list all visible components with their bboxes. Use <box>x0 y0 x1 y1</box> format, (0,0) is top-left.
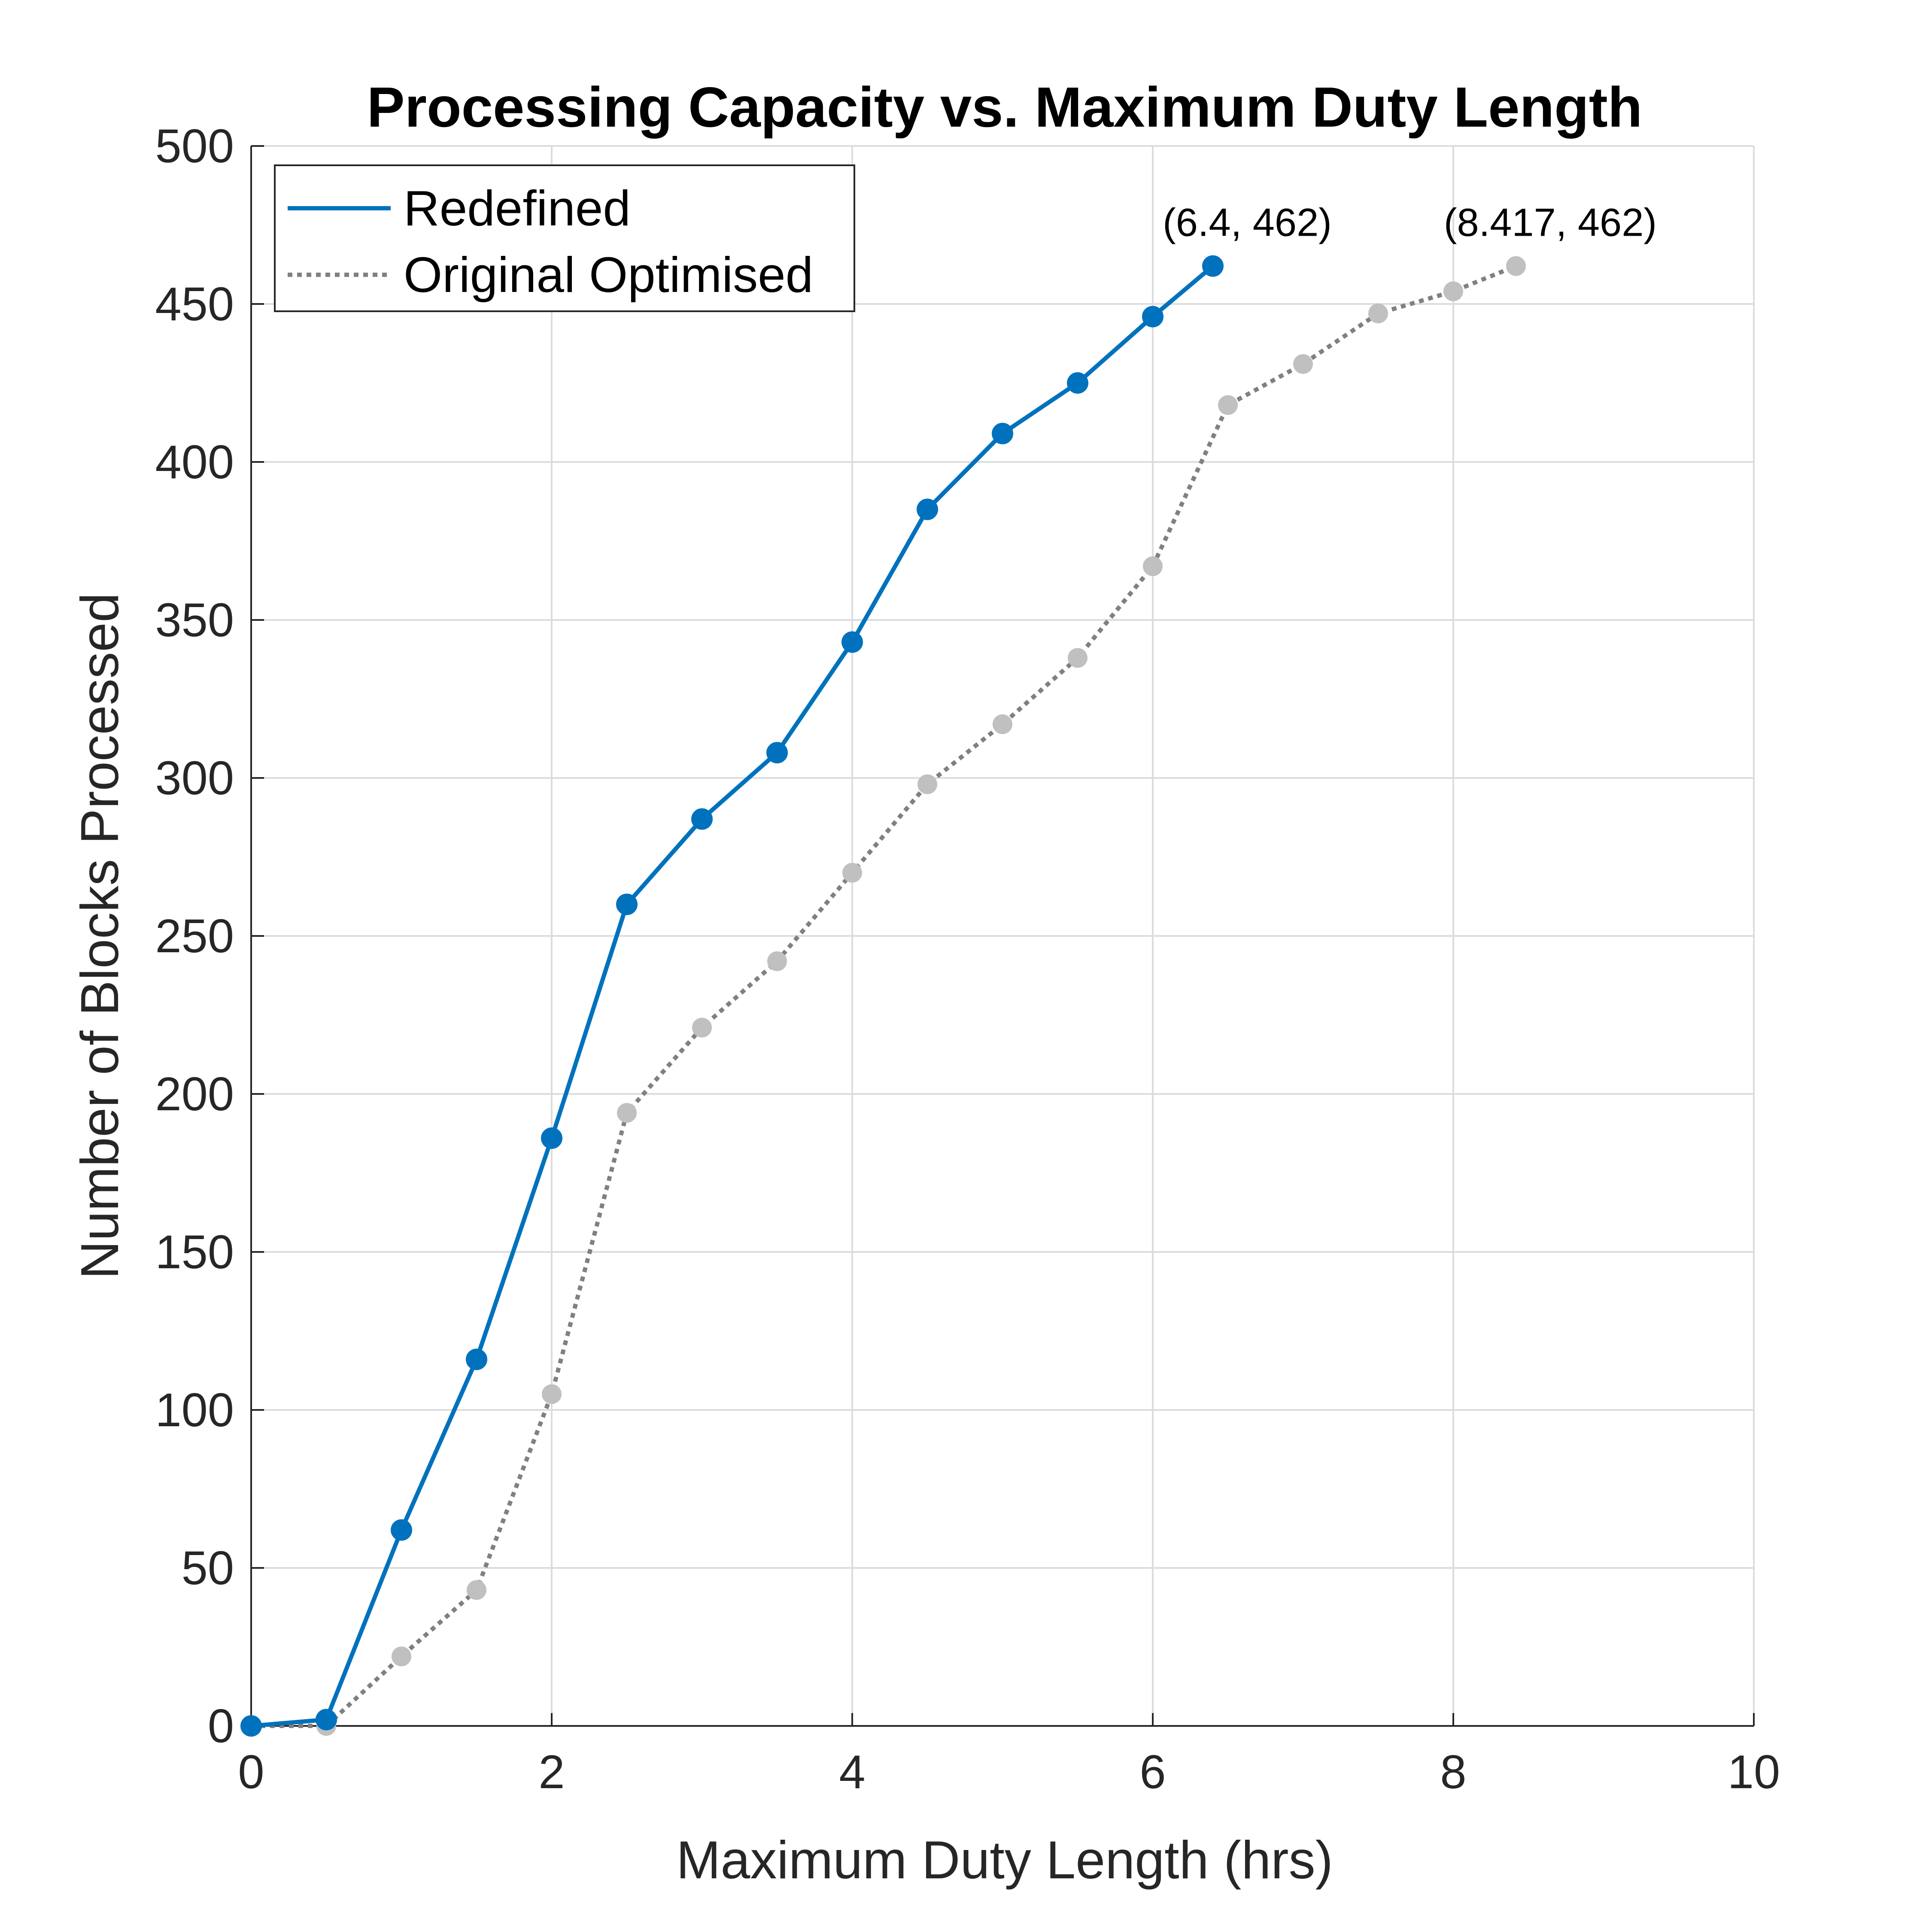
y-tick-label: 450 <box>155 278 234 331</box>
series-line-redefined <box>251 264 1215 1728</box>
data-point-original-optimised <box>467 1580 486 1600</box>
x-tick-label: 6 <box>1139 1746 1166 1798</box>
x-tick-label: 4 <box>839 1746 865 1798</box>
x-tick-label: 0 <box>238 1746 264 1798</box>
grid <box>250 145 1755 1727</box>
data-point-redefined <box>541 1127 562 1149</box>
data-point-redefined <box>1067 372 1088 394</box>
y-tick-label: 150 <box>155 1226 234 1279</box>
x-tick-label: 10 <box>1728 1746 1780 1798</box>
data-point-original-optimised <box>917 774 937 794</box>
y-tick-label: 250 <box>155 910 234 963</box>
data-point-redefined <box>1142 306 1163 328</box>
data-point-original-optimised <box>692 1018 712 1038</box>
data-point-original-optimised <box>767 951 787 971</box>
chart-title: Processing Capacity vs. Maximum Duty Len… <box>367 76 1643 139</box>
data-point-original-optimised <box>1068 648 1088 668</box>
annotations: (6.4, 462) (8.417, 462) <box>1163 201 1657 245</box>
x-tick-label: 2 <box>538 1746 565 1798</box>
data-point-redefined <box>917 498 938 520</box>
series-layer <box>240 255 1526 1737</box>
data-tip-label: (8.417, 462) <box>1444 201 1657 245</box>
data-point-redefined <box>766 742 788 764</box>
data-point-redefined <box>841 631 863 653</box>
y-tick-label: 100 <box>155 1384 234 1437</box>
x-axis-label: Maximum Duty Length (hrs) <box>676 1831 1333 1890</box>
data-point-original-optimised <box>993 714 1012 734</box>
data-point-redefined <box>1202 255 1224 277</box>
legend: Redefined Original Optimised <box>274 164 855 312</box>
y-tick-label: 50 <box>182 1542 234 1595</box>
data-point-redefined <box>466 1349 487 1370</box>
legend-label: Redefined <box>404 180 631 236</box>
y-tick-label: 350 <box>155 594 234 647</box>
data-point-original-optimised <box>1218 395 1238 415</box>
data-point-redefined <box>240 1715 262 1737</box>
y-tick-label: 500 <box>155 120 234 173</box>
legend-label: Original Optimised <box>404 247 813 303</box>
data-point-original-optimised <box>392 1646 411 1667</box>
data-point-redefined <box>992 422 1013 444</box>
y-tick-label: 300 <box>155 752 234 805</box>
data-point-redefined <box>316 1709 337 1731</box>
data-point-original-optimised <box>1506 256 1526 276</box>
data-point-original-optimised <box>1293 354 1313 374</box>
data-point-original-optimised <box>617 1103 637 1123</box>
data-tip-label: (6.4, 462) <box>1163 201 1332 245</box>
y-tick-label: 200 <box>155 1068 234 1121</box>
data-point-original-optimised <box>1443 281 1463 301</box>
y-tick-label: 400 <box>155 436 234 489</box>
y-tick-label: 0 <box>208 1700 234 1753</box>
data-point-original-optimised <box>1143 556 1163 576</box>
legend-box <box>274 164 855 312</box>
data-point-redefined <box>616 893 638 915</box>
data-point-original-optimised <box>1368 304 1388 324</box>
data-point-redefined <box>391 1519 412 1541</box>
data-point-redefined <box>691 808 713 830</box>
data-point-original-optimised <box>542 1384 562 1404</box>
data-point-original-optimised <box>842 863 862 883</box>
y-axis-label: Number of Blocks Processed <box>70 593 130 1279</box>
series-line-original-optimised <box>251 264 1517 1728</box>
x-tick-label: 8 <box>1440 1746 1466 1798</box>
